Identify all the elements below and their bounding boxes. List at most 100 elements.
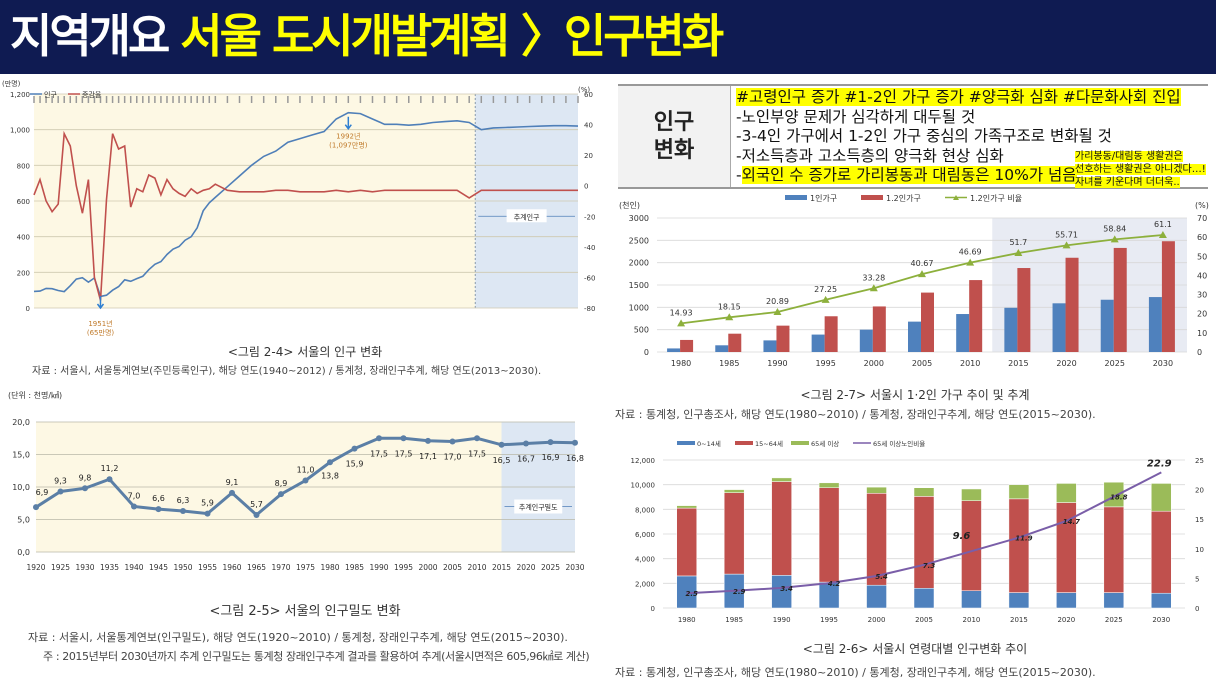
stacked-bar-segment xyxy=(1008,484,1030,500)
stacked-bar-segment xyxy=(961,590,982,609)
data-point xyxy=(376,435,382,442)
y-tick-label: 1,000 xyxy=(10,127,30,135)
data-point xyxy=(425,437,431,444)
stacked-bar-segment xyxy=(1056,502,1077,593)
fig24-source: 자료 : 서울시, 서울통계연보(주민등록인구), 해당 연도(1940~201… xyxy=(32,366,542,377)
legend-label: 0~14세 xyxy=(697,439,721,448)
x-tick-label: 1980 xyxy=(320,563,339,572)
data-label: 7,0 xyxy=(128,492,141,501)
side-note-line: 가리봉동/대림동 생활권은 xyxy=(1075,151,1183,162)
ratio-marker xyxy=(1110,235,1119,243)
ratio-marker xyxy=(918,270,926,278)
y-tick-label: 600 xyxy=(17,198,30,206)
data-point xyxy=(106,476,113,483)
summary-lines: #고령인구 증가 #1-2인 가구 증가 #양극화 심화 #다문화사회 진입 -… xyxy=(736,88,1181,186)
fig27-title: <그림 2-7> 서울시 1·2인 가구 추이 및 추계 xyxy=(800,388,1030,402)
data-point xyxy=(449,438,456,445)
stacked-bar-segment xyxy=(866,486,887,494)
chart-age-group-population: 0 2,000 4,000 6,000 8,000 10,000 12,000 0 5 10 15 2… xyxy=(631,439,1204,624)
y-tick-label: 10,000 xyxy=(631,482,656,490)
data-point xyxy=(400,435,407,442)
stacked-bar-segment xyxy=(1103,592,1125,609)
side-note: 가리봉동/대림동 생활권은 선호하는 생활권은 아니겠다…! 자녀를 키운다며 … xyxy=(1075,150,1206,189)
summary-hashtags: #고령인구 증가 #1-2인 가구 증가 #양극화 심화 #다문화사회 진입 xyxy=(736,88,1181,106)
data-label: 22.9 xyxy=(1147,458,1172,469)
data-point xyxy=(229,489,235,496)
y2-tick-label: 50 xyxy=(1197,252,1207,261)
x-tick-label: 2030 xyxy=(1153,359,1173,368)
forecast-label-box xyxy=(506,209,547,223)
data-label: 4.2 xyxy=(828,580,841,588)
data-label: 11,0 xyxy=(297,466,315,475)
bar-1-person xyxy=(908,321,921,352)
x-tick-label: 1925 xyxy=(51,563,70,572)
fig24-title: <그림 2-4> 서울의 인구 변화 xyxy=(227,345,383,359)
x-tick-label: 2015 xyxy=(1010,616,1028,624)
x-tick-label: 1985 xyxy=(345,563,364,572)
y-tick-label: 15,0 xyxy=(12,451,30,460)
stacked-bar-segment xyxy=(913,496,935,589)
y2-tick-label: -20 xyxy=(584,213,595,221)
legend-label: 증감율 xyxy=(82,91,102,99)
summary-label: 인구 변화 xyxy=(618,86,731,187)
ratio-marker xyxy=(821,295,830,303)
y2-tick-label: 60 xyxy=(1197,233,1207,242)
x-tick-label: 1950 xyxy=(173,563,192,572)
bar-1-person xyxy=(956,314,970,352)
title-prefix: 지역개요 xyxy=(10,9,170,63)
y2-tick-label: 10 xyxy=(1195,546,1204,554)
bar-1-2-person xyxy=(1113,247,1127,352)
stacked-bar-segment xyxy=(913,487,935,497)
data-point xyxy=(572,439,578,446)
y-tick-label: 1,200 xyxy=(10,91,30,99)
bar-1-person xyxy=(811,334,825,352)
x-tick-label: 2015 xyxy=(1008,359,1028,368)
annotation-label: 1992년 xyxy=(336,132,360,141)
forecast-label: 추계인구 xyxy=(514,212,540,221)
data-label: 17,0 xyxy=(444,453,462,462)
x-tick-label: 1930 xyxy=(75,563,94,572)
fig26-source: 자료 : 통계청, 인구총조사, 해당 연도(1980~2010) / 통계청,… xyxy=(615,666,1096,679)
fig26-title: <그림 2-6> 서울시 연령대별 인구변화 추이 xyxy=(802,642,1028,656)
stacked-bar-segment xyxy=(1008,592,1030,609)
x-tick-label: 2020 xyxy=(516,563,535,572)
summary-bullet: -노인부양 문제가 심각하게 대두될 것 xyxy=(736,107,976,126)
bar-1-2-person xyxy=(872,306,886,352)
chart-1-2-person-households: 050010001500200025003000010203040506070(… xyxy=(619,193,1209,368)
data-label: 17,1 xyxy=(419,452,437,461)
data-label: 51.7 xyxy=(1009,238,1027,247)
y-tick-label: 8,000 xyxy=(635,506,655,514)
forecast-label-box xyxy=(514,499,563,514)
data-point xyxy=(547,439,554,446)
summary-bullet: -3-4인 가구에서 1-2인 가구 중심의 가족구조로 변화될 것 xyxy=(736,127,1112,145)
bar-1-person xyxy=(763,340,777,352)
data-point xyxy=(33,504,39,511)
bar-1-2-person xyxy=(1161,241,1175,352)
legend-label: 1인가구 xyxy=(810,193,837,203)
data-point xyxy=(327,459,333,466)
data-point xyxy=(278,491,284,498)
y2-tick-label: 20 xyxy=(584,152,593,160)
y-tick-label: 0,0 xyxy=(17,548,30,557)
data-label: 3.4 xyxy=(780,585,793,593)
data-label: 7.3 xyxy=(923,562,936,570)
y-tick-label: 400 xyxy=(17,234,30,242)
y-tick-label: 2,000 xyxy=(635,580,655,588)
ratio-marker xyxy=(725,313,734,321)
x-tick-label: 1955 xyxy=(198,563,217,572)
ratio-marker xyxy=(677,319,686,327)
y2-tick-label: 15 xyxy=(1195,516,1204,524)
stacked-bar-segment xyxy=(818,482,840,488)
bar-1-2-person xyxy=(921,292,934,352)
x-tick-label: 1980 xyxy=(671,359,691,368)
stacked-bar-segment xyxy=(818,487,840,583)
y-axis-label: (만명) xyxy=(2,79,21,88)
data-label: 6,6 xyxy=(152,494,165,503)
x-tick-label: 2000 xyxy=(864,359,884,368)
stacked-bar-segment xyxy=(866,584,887,609)
side-note-line: 선호하는 생활권은 아니겠다…! xyxy=(1075,164,1206,175)
y-tick-label: 0 xyxy=(651,605,655,613)
stacked-bar-segment xyxy=(723,492,745,575)
data-label: 6,3 xyxy=(177,496,190,505)
y-tick-label: 2500 xyxy=(629,236,649,245)
